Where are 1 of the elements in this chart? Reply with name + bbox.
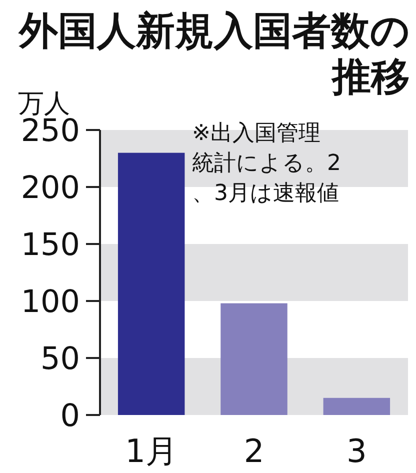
annotation: ※出入国管理統計による。2、3月は速報値: [192, 121, 341, 206]
